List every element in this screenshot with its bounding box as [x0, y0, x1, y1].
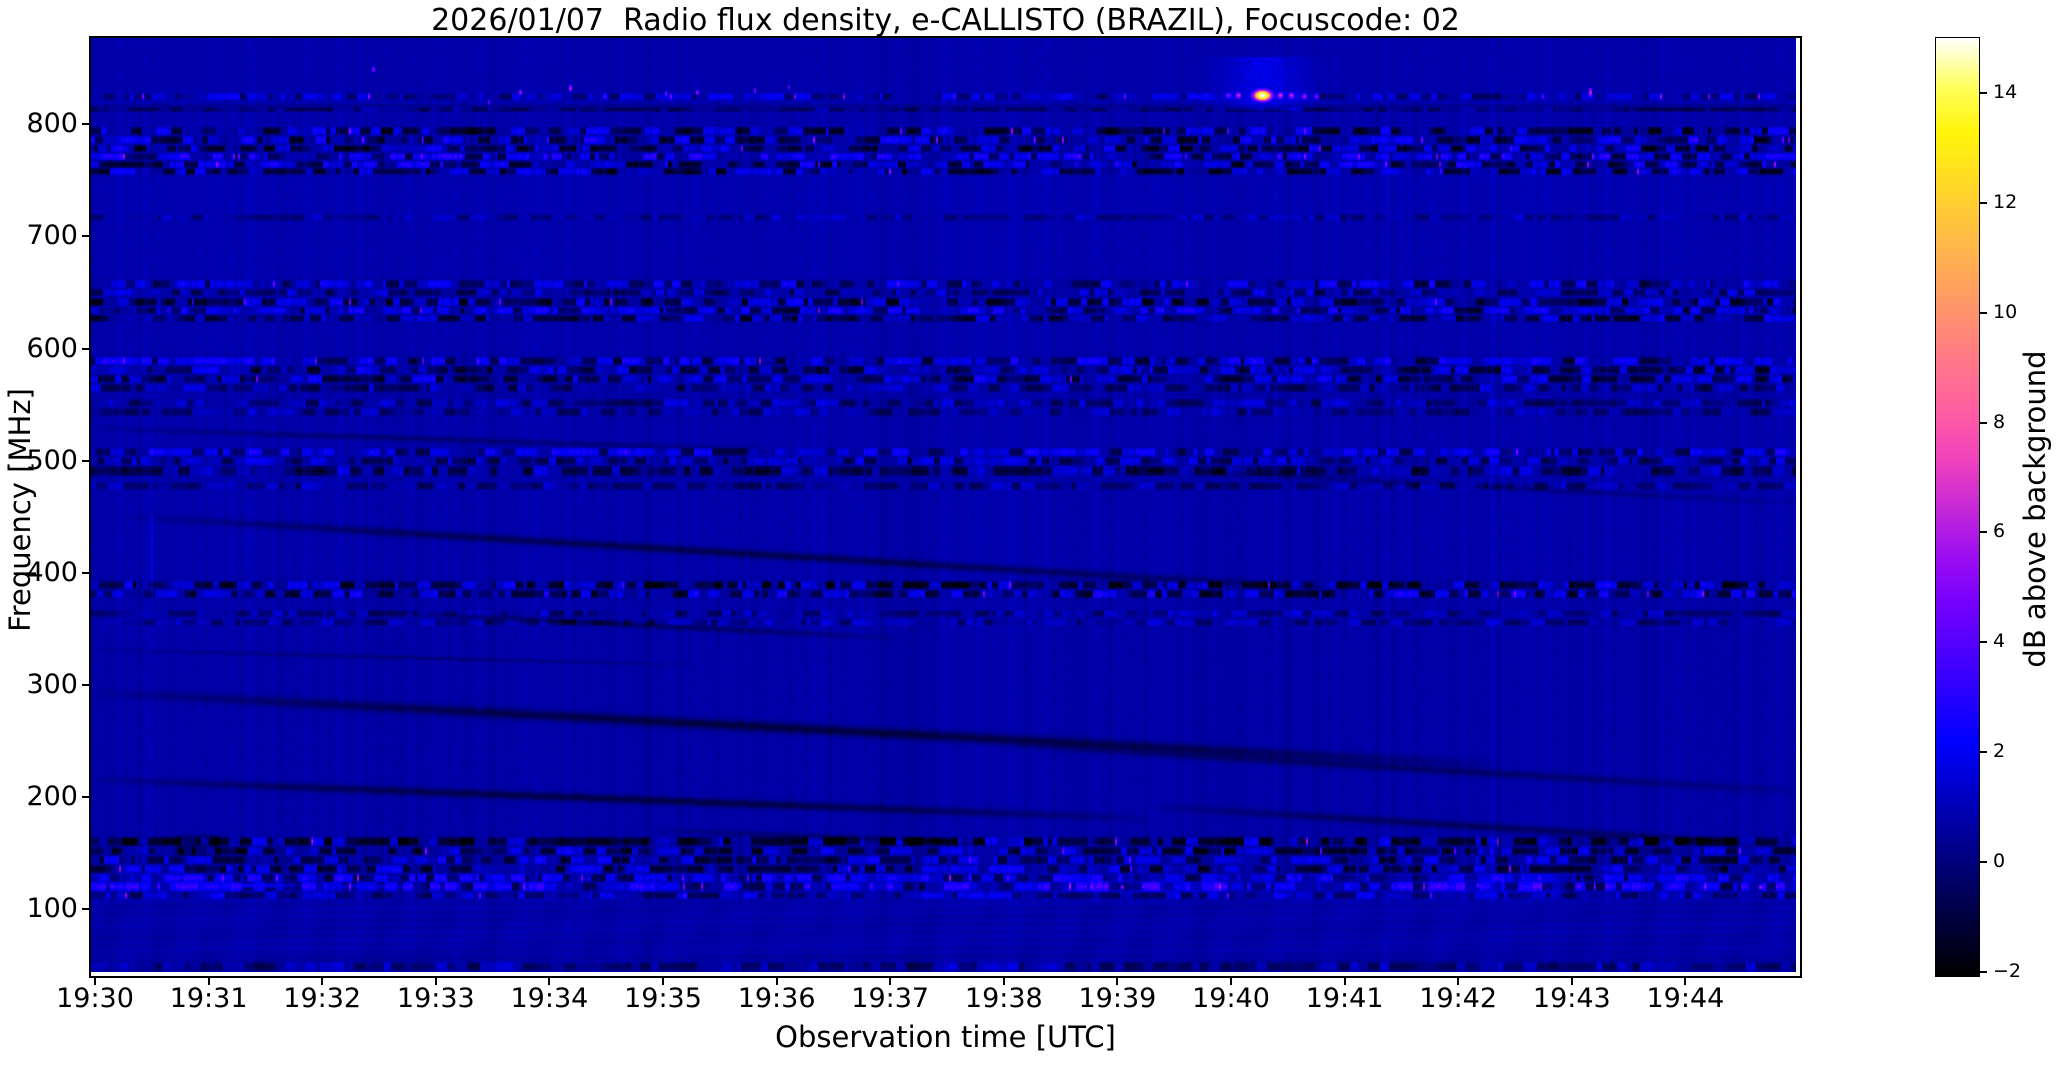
x-tick-label: 19:42	[1419, 983, 1498, 1014]
x-tick	[94, 976, 96, 985]
x-tick-label: 19:37	[851, 983, 930, 1014]
x-tick-label: 19:41	[1305, 983, 1384, 1014]
colorbar-tick-label: 14	[1993, 80, 2018, 103]
colorbar-tick	[1980, 421, 1987, 424]
x-tick	[1457, 976, 1460, 985]
x-tick	[662, 976, 664, 985]
x-tick-label: 19:40	[1192, 983, 1270, 1014]
x-tick-label: 19:31	[169, 983, 248, 1014]
colorbar-tick	[1980, 861, 1987, 864]
colorbar-tick-label: 0	[1993, 850, 2006, 873]
y-tick	[82, 459, 91, 462]
x-tick	[1002, 976, 1005, 985]
colorbar-tick	[1980, 751, 1987, 754]
colorbar-label: dB above background	[2018, 350, 2052, 668]
spectrogram-heatmap	[91, 38, 1796, 972]
colorbar	[1935, 37, 1980, 977]
colorbar-tick-label: −2	[1993, 960, 2022, 982]
y-tick	[82, 347, 91, 350]
y-tick-label: 100	[26, 893, 78, 925]
x-tick	[889, 976, 892, 985]
x-tick-label: 19:35	[624, 983, 702, 1014]
chart-title: 2026/01/07 Radio flux density, e-CALLIST…	[431, 3, 1460, 38]
colorbar-tick-label: 2	[1993, 740, 2006, 763]
x-tick-label: 19:38	[964, 983, 1043, 1014]
y-tick-label: 200	[26, 781, 78, 813]
colorbar-tick-label: 8	[1993, 410, 2006, 433]
y-tick-label: 500	[26, 444, 78, 476]
colorbar-tick	[1980, 641, 1987, 644]
y-axis-label: Frequency [MHz]	[3, 388, 37, 632]
colorbar-tick	[1980, 531, 1987, 534]
y-tick	[82, 683, 91, 686]
x-tick-label: 19:39	[1078, 983, 1157, 1014]
y-tick-label: 700	[26, 220, 78, 252]
x-axis-label: Observation time [UTC]	[775, 1020, 1116, 1054]
colorbar-tick-label: 4	[1993, 630, 2006, 653]
plot-area	[89, 36, 1802, 978]
y-tick	[82, 908, 91, 911]
x-tick	[207, 976, 210, 985]
x-tick-label: 19:33	[396, 983, 475, 1014]
colorbar-tick	[1980, 201, 1987, 204]
x-tick	[321, 976, 324, 985]
y-tick-label: 800	[26, 108, 78, 140]
colorbar-tick	[1980, 91, 1987, 94]
y-tick	[82, 235, 91, 238]
x-tick-label: 19:34	[510, 983, 589, 1014]
colorbar-tick	[1980, 311, 1987, 314]
colorbar-tick-label: 10	[1993, 300, 2018, 323]
x-tick	[1684, 976, 1687, 985]
y-tick-label: 300	[26, 668, 78, 700]
y-tick-label: 400	[26, 556, 78, 588]
x-tick-label: 19:44	[1646, 983, 1725, 1014]
x-tick-label: 19:32	[283, 983, 362, 1014]
colorbar-tick	[1980, 971, 1987, 973]
x-tick	[1343, 976, 1346, 985]
colorbar-tick-label: 12	[1993, 190, 2018, 213]
x-tick-label: 19:36	[737, 983, 816, 1014]
y-tick	[82, 796, 91, 799]
x-tick	[775, 976, 778, 985]
y-tick-label: 600	[26, 332, 78, 364]
x-tick	[1230, 976, 1232, 985]
y-tick	[82, 571, 91, 574]
colorbar-tick-label: 6	[1993, 520, 2006, 543]
x-tick-label: 19:43	[1532, 983, 1611, 1014]
x-tick-label: 19:30	[56, 983, 134, 1014]
x-tick	[548, 976, 551, 985]
x-tick	[1570, 976, 1573, 985]
x-tick	[1116, 976, 1119, 985]
y-tick	[82, 123, 91, 126]
x-tick	[434, 976, 437, 985]
